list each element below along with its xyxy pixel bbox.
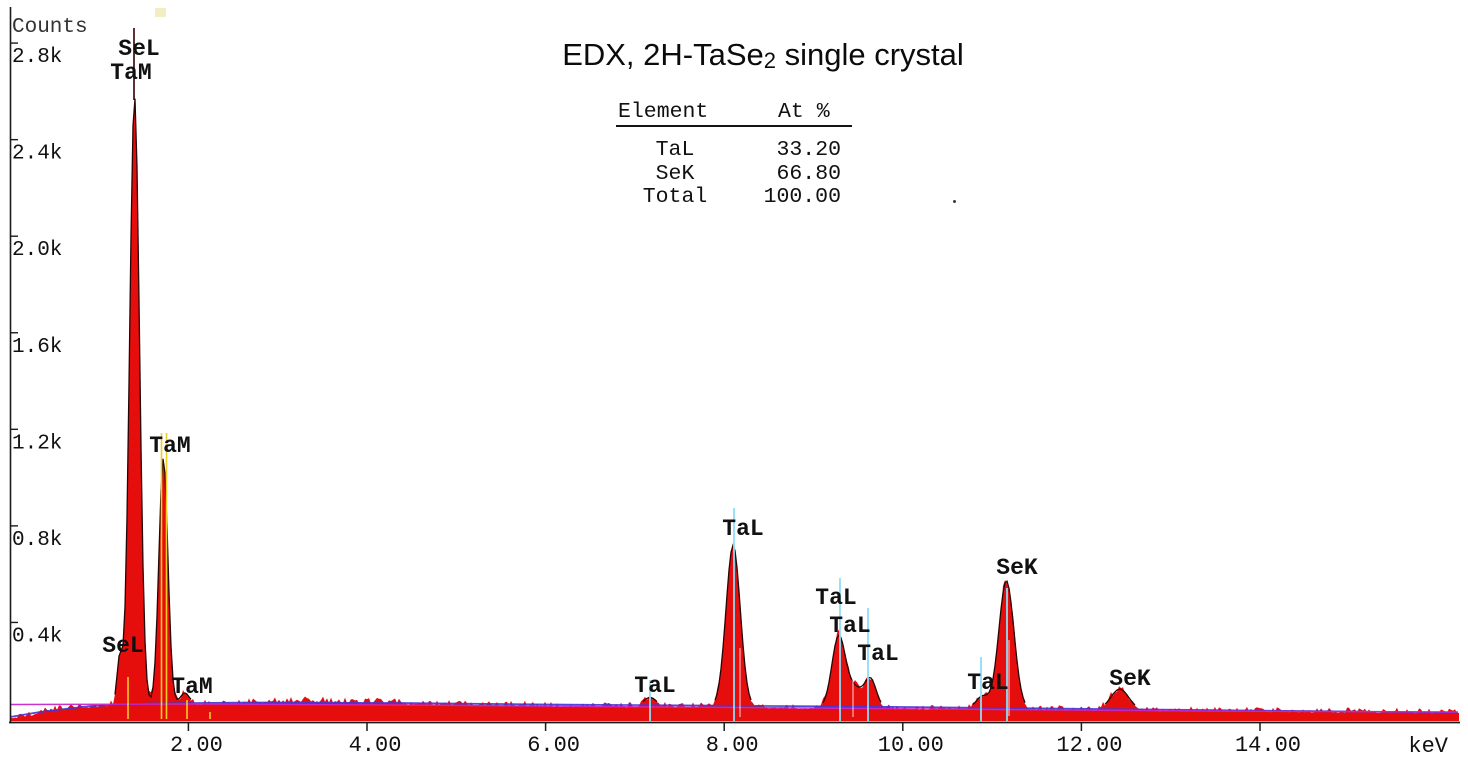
y-tick-label: 0.8k bbox=[12, 529, 62, 552]
table-header-underline bbox=[616, 125, 852, 127]
y-tick-label: 1.6k bbox=[12, 336, 62, 359]
x-tick-label: 10.00 bbox=[878, 733, 944, 758]
y-tick-label: 2.0k bbox=[12, 239, 62, 262]
table-header-element: Element bbox=[618, 100, 709, 124]
table-row: SeK 66.80 bbox=[610, 163, 855, 185]
peak-label: TaL bbox=[722, 516, 763, 542]
y-tick-label: 0.4k bbox=[12, 625, 62, 648]
y-axis-title: Counts bbox=[12, 16, 88, 39]
table-header-atpct: At % bbox=[778, 100, 830, 124]
composition-table: Element At % TaL 33.20 SeK 66.80 Total 1… bbox=[610, 0, 855, 215]
background-curve-magenta bbox=[9, 703, 1459, 713]
peak-label: SeK bbox=[996, 555, 1038, 581]
peak-label: SeK bbox=[1109, 666, 1151, 692]
chart-title-suffix: single crystal bbox=[776, 37, 964, 72]
peak-label: SeL bbox=[118, 36, 159, 62]
chart-title: EDX, 2H-TaSe2 single crystal bbox=[562, 38, 964, 75]
yellow-top-dash bbox=[155, 8, 166, 17]
peak-outline bbox=[1104, 688, 1136, 706]
x-tick-label: 14.00 bbox=[1235, 733, 1301, 758]
table-row: Total 100.00 bbox=[610, 186, 855, 208]
peak-outline bbox=[822, 633, 882, 704]
peak-label: TaL bbox=[967, 670, 1008, 696]
table-cell-atpct: 100.00 bbox=[763, 185, 841, 209]
table-cell-element: SeK bbox=[655, 162, 695, 186]
peak-outline bbox=[714, 543, 752, 701]
x-axis-unit: keV bbox=[1408, 734, 1448, 759]
peak-label: SeL bbox=[102, 633, 143, 659]
peak-label: TaM bbox=[110, 60, 151, 86]
stray-dot bbox=[953, 200, 956, 203]
peak-label: TaL bbox=[815, 585, 856, 611]
table-cell-atpct: 33.20 bbox=[776, 138, 841, 162]
table-row: TaL 33.20 bbox=[610, 139, 855, 161]
spectrum-area bbox=[11, 99, 1459, 722]
chart-title-subscript: 2 bbox=[763, 48, 777, 73]
peak-label: TaM bbox=[171, 674, 212, 700]
chart-title-text: EDX, 2H-TaSe bbox=[562, 37, 764, 72]
table-cell-element: Total bbox=[642, 185, 708, 209]
peak-label: TaL bbox=[857, 641, 898, 667]
y-tick-label: 1.2k bbox=[12, 432, 62, 455]
x-tick-label: 8.00 bbox=[706, 733, 759, 758]
x-tick-label: 6.00 bbox=[527, 733, 580, 758]
y-tick-label: 2.4k bbox=[12, 143, 62, 166]
peak-label: TaL bbox=[634, 673, 675, 699]
x-tick-label: 4.00 bbox=[349, 733, 402, 758]
peak-label: TaL bbox=[829, 613, 870, 639]
peak-outline bbox=[114, 98, 192, 700]
y-tick-label: 2.8k bbox=[12, 46, 62, 69]
table-cell-element: TaL bbox=[655, 138, 695, 162]
background-curve-blue bbox=[9, 701, 1459, 718]
peak-label: TaM bbox=[149, 433, 190, 459]
x-tick-label: 2.00 bbox=[170, 733, 223, 758]
x-tick-label: 12.00 bbox=[1056, 733, 1122, 758]
table-cell-atpct: 66.80 bbox=[776, 162, 841, 186]
